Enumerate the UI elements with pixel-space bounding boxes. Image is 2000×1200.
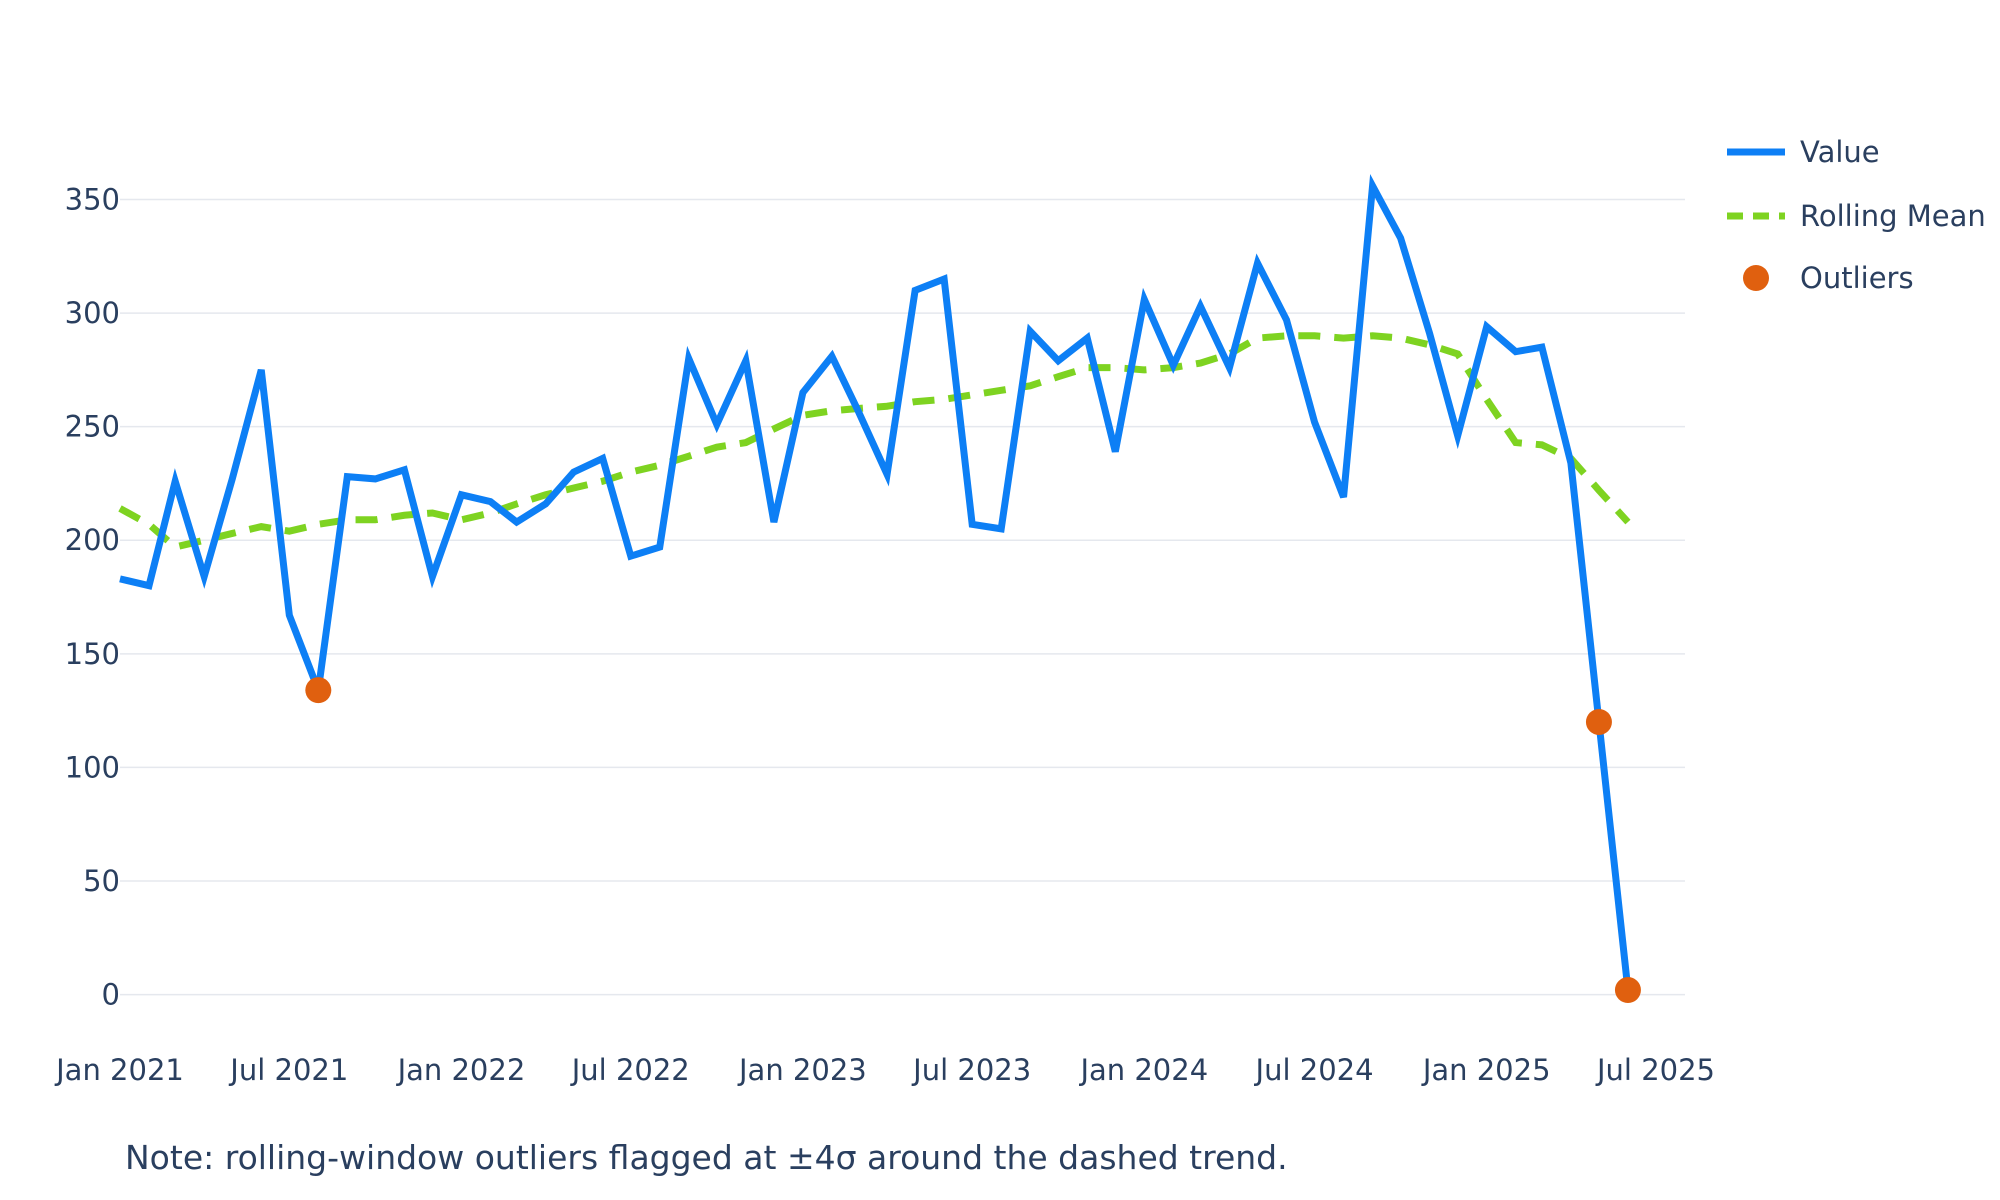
y-tick-label: 200: [65, 523, 120, 557]
series-line-rolling-mean: [118, 332, 1631, 551]
legend: Value Rolling Mean Outliers: [1727, 135, 1986, 295]
legend-label-outliers: Outliers: [1800, 261, 1914, 295]
legend-swatch-outliers: [1743, 265, 1769, 291]
outlier-point[interactable]: [1614, 977, 1641, 1004]
legend-item-outliers[interactable]: Outliers: [1743, 261, 1914, 295]
legend-item-value[interactable]: Value: [1727, 135, 1880, 169]
chart-note: Note: rolling-window outliers flagged at…: [125, 1138, 1288, 1177]
x-tick-label: Jul 2022: [570, 1053, 690, 1087]
y-tick-label: 150: [65, 637, 120, 671]
x-tick-label: Jan 2021: [54, 1053, 184, 1087]
x-tick-label: Jan 2022: [396, 1053, 526, 1087]
legend-label-value: Value: [1800, 135, 1880, 169]
y-tick-label: 350: [65, 183, 120, 217]
y-axis-ticks: 0 50 100 150 200 250 300 350: [65, 183, 120, 1012]
gridlines: [120, 198, 1685, 996]
x-tick-label: Jan 2024: [1078, 1053, 1208, 1087]
legend-item-rolling-mean[interactable]: Rolling Mean: [1727, 199, 1986, 233]
legend-label-rolling-mean: Rolling Mean: [1800, 199, 1986, 233]
series-line-value: [119, 174, 1632, 991]
x-tick-label: Jul 2021: [228, 1053, 348, 1087]
y-tick-label: 250: [65, 410, 120, 444]
y-tick-label: 50: [83, 864, 120, 898]
y-tick-label: 300: [65, 296, 120, 330]
outlier-point[interactable]: [1585, 708, 1612, 735]
x-axis-ticks: Jan 2021 Jul 2021 Jan 2022 Jul 2022 Jan 2023…: [54, 1053, 1715, 1087]
x-tick-label: Jul 2023: [911, 1053, 1031, 1087]
outlier-point[interactable]: [305, 677, 332, 704]
series-layer: [118, 174, 1641, 1004]
y-tick-label: 100: [65, 750, 120, 784]
x-tick-label: Jan 2023: [737, 1053, 867, 1087]
y-tick-label: 0: [102, 978, 120, 1012]
x-tick-label: Jan 2025: [1421, 1053, 1551, 1087]
x-tick-label: Jul 2025: [1595, 1053, 1715, 1087]
x-tick-label: Jul 2024: [1254, 1053, 1374, 1087]
